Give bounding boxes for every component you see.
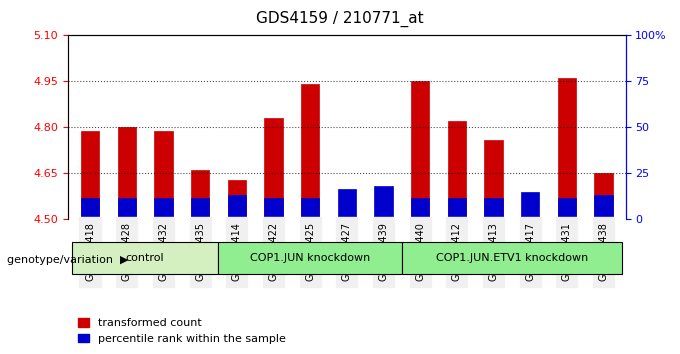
Bar (521, 192, 539, 219)
Bar (265, 198, 283, 219)
Bar (191, 170, 209, 219)
Bar (154, 198, 173, 219)
Bar (411, 81, 429, 219)
Bar (338, 189, 356, 219)
Legend: transformed count, percentile rank within the sample: transformed count, percentile rank withi… (73, 314, 290, 348)
Bar (558, 78, 576, 219)
FancyBboxPatch shape (402, 242, 622, 274)
Bar (594, 195, 613, 219)
Bar (447, 198, 466, 219)
Bar (411, 198, 429, 219)
Bar (154, 131, 173, 219)
Text: genotype/variation  ▶: genotype/variation ▶ (7, 255, 129, 265)
FancyBboxPatch shape (218, 242, 402, 274)
Bar (484, 198, 503, 219)
Bar (447, 121, 466, 219)
Text: GDS4159 / 210771_at: GDS4159 / 210771_at (256, 11, 424, 27)
Bar (228, 195, 246, 219)
Text: COP1.JUN.ETV1 knockdown: COP1.JUN.ETV1 knockdown (436, 253, 588, 263)
Bar (118, 198, 136, 219)
Bar (484, 140, 503, 219)
Bar (521, 216, 539, 219)
Bar (81, 131, 99, 219)
FancyBboxPatch shape (71, 242, 218, 274)
Bar (301, 85, 320, 219)
Bar (374, 186, 392, 219)
Bar (191, 198, 209, 219)
Bar (338, 216, 356, 219)
Text: COP1.JUN knockdown: COP1.JUN knockdown (250, 253, 370, 263)
Bar (81, 198, 99, 219)
Bar (265, 118, 283, 219)
Bar (374, 216, 392, 219)
Text: control: control (126, 253, 165, 263)
Bar (558, 198, 576, 219)
Bar (594, 173, 613, 219)
Bar (118, 127, 136, 219)
Bar (228, 179, 246, 219)
Bar (301, 198, 320, 219)
